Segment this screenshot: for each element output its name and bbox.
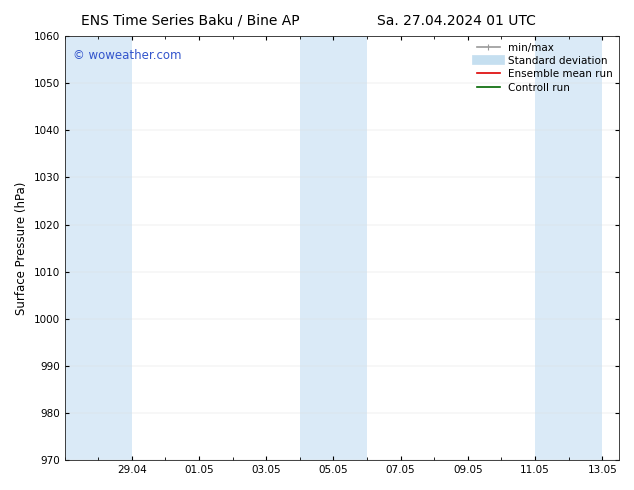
Legend: min/max, Standard deviation, Ensemble mean run, Controll run: min/max, Standard deviation, Ensemble me… — [472, 38, 617, 97]
Bar — [535, 36, 602, 460]
Bar — [300, 36, 367, 460]
Bar — [65, 36, 132, 460]
Text: Sa. 27.04.2024 01 UTC: Sa. 27.04.2024 01 UTC — [377, 14, 536, 28]
Text: ENS Time Series Baku / Bine AP: ENS Time Series Baku / Bine AP — [81, 14, 299, 28]
Text: © woweather.com: © woweather.com — [73, 49, 181, 62]
Y-axis label: Surface Pressure (hPa): Surface Pressure (hPa) — [15, 181, 28, 315]
